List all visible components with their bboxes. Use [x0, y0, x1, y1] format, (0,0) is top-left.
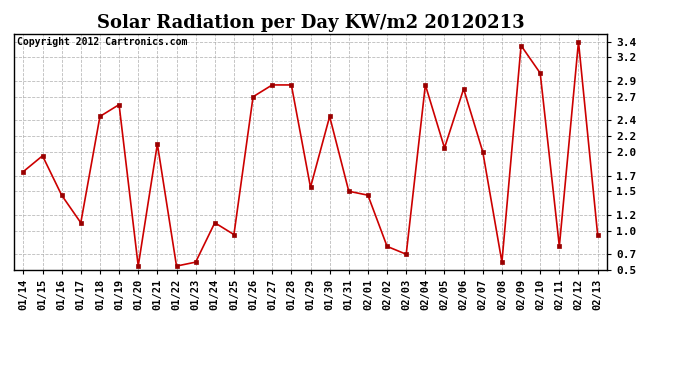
Text: Copyright 2012 Cartronics.com: Copyright 2012 Cartronics.com [17, 37, 187, 47]
Title: Solar Radiation per Day KW/m2 20120213: Solar Radiation per Day KW/m2 20120213 [97, 14, 524, 32]
